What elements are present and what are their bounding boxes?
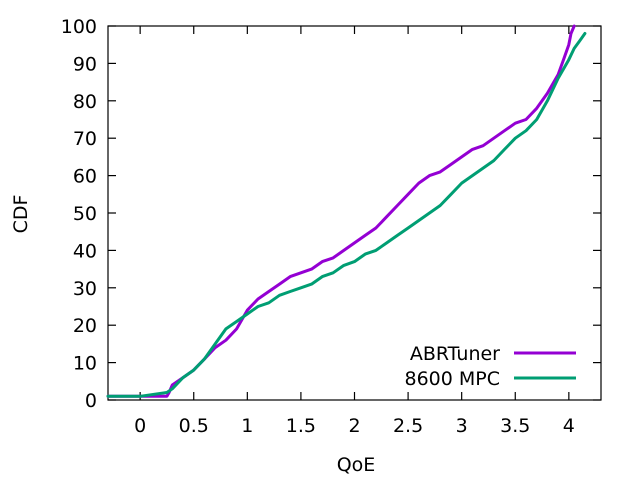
x-tick-label: 1 (241, 415, 253, 437)
x-tick-label: 1.5 (286, 415, 316, 437)
legend: ABRTuner 8600 MPC (404, 343, 576, 390)
x-tick-label: 3 (456, 415, 468, 437)
y-tick-label: 20 (73, 315, 97, 337)
y-tick-label: 30 (73, 278, 97, 300)
plot-frame (107, 25, 602, 401)
y-tick-label: 90 (73, 53, 97, 75)
y-tick-label: 50 (73, 203, 97, 225)
y-tick-label: 60 (73, 166, 97, 188)
y-axis-ticks: 0 10 20 30 40 50 60 70 80 90 100 (61, 16, 601, 412)
x-tick-label: 4 (563, 415, 575, 437)
x-tick-label: 0 (134, 415, 146, 437)
x-axis-label: QoE (337, 454, 376, 476)
legend-label-abrtuner: ABRTuner (410, 343, 500, 365)
x-tick-label: 0.5 (179, 415, 209, 437)
y-tick-label: 80 (73, 91, 97, 113)
y-tick-label: 100 (61, 16, 97, 38)
x-tick-label: 2 (348, 415, 360, 437)
series-line-abrtuner (106, 24, 576, 398)
legend-label-8600-mpc: 8600 MPC (404, 368, 500, 390)
x-tick-label: 3.5 (500, 415, 530, 437)
plot-border (107, 25, 602, 401)
y-tick-label: 70 (73, 128, 97, 150)
y-tick-label: 0 (85, 390, 97, 412)
y-tick-label: 40 (73, 240, 97, 262)
y-tick-label: 10 (73, 353, 97, 375)
series-line-8600-mpc (106, 32, 587, 398)
y-axis-label: CDF (10, 195, 32, 234)
x-tick-label: 2.5 (393, 415, 423, 437)
x-axis-ticks: 0 0.5 1 1.5 2 2.5 3 3.5 4 (134, 26, 575, 437)
series-layer (106, 24, 587, 398)
